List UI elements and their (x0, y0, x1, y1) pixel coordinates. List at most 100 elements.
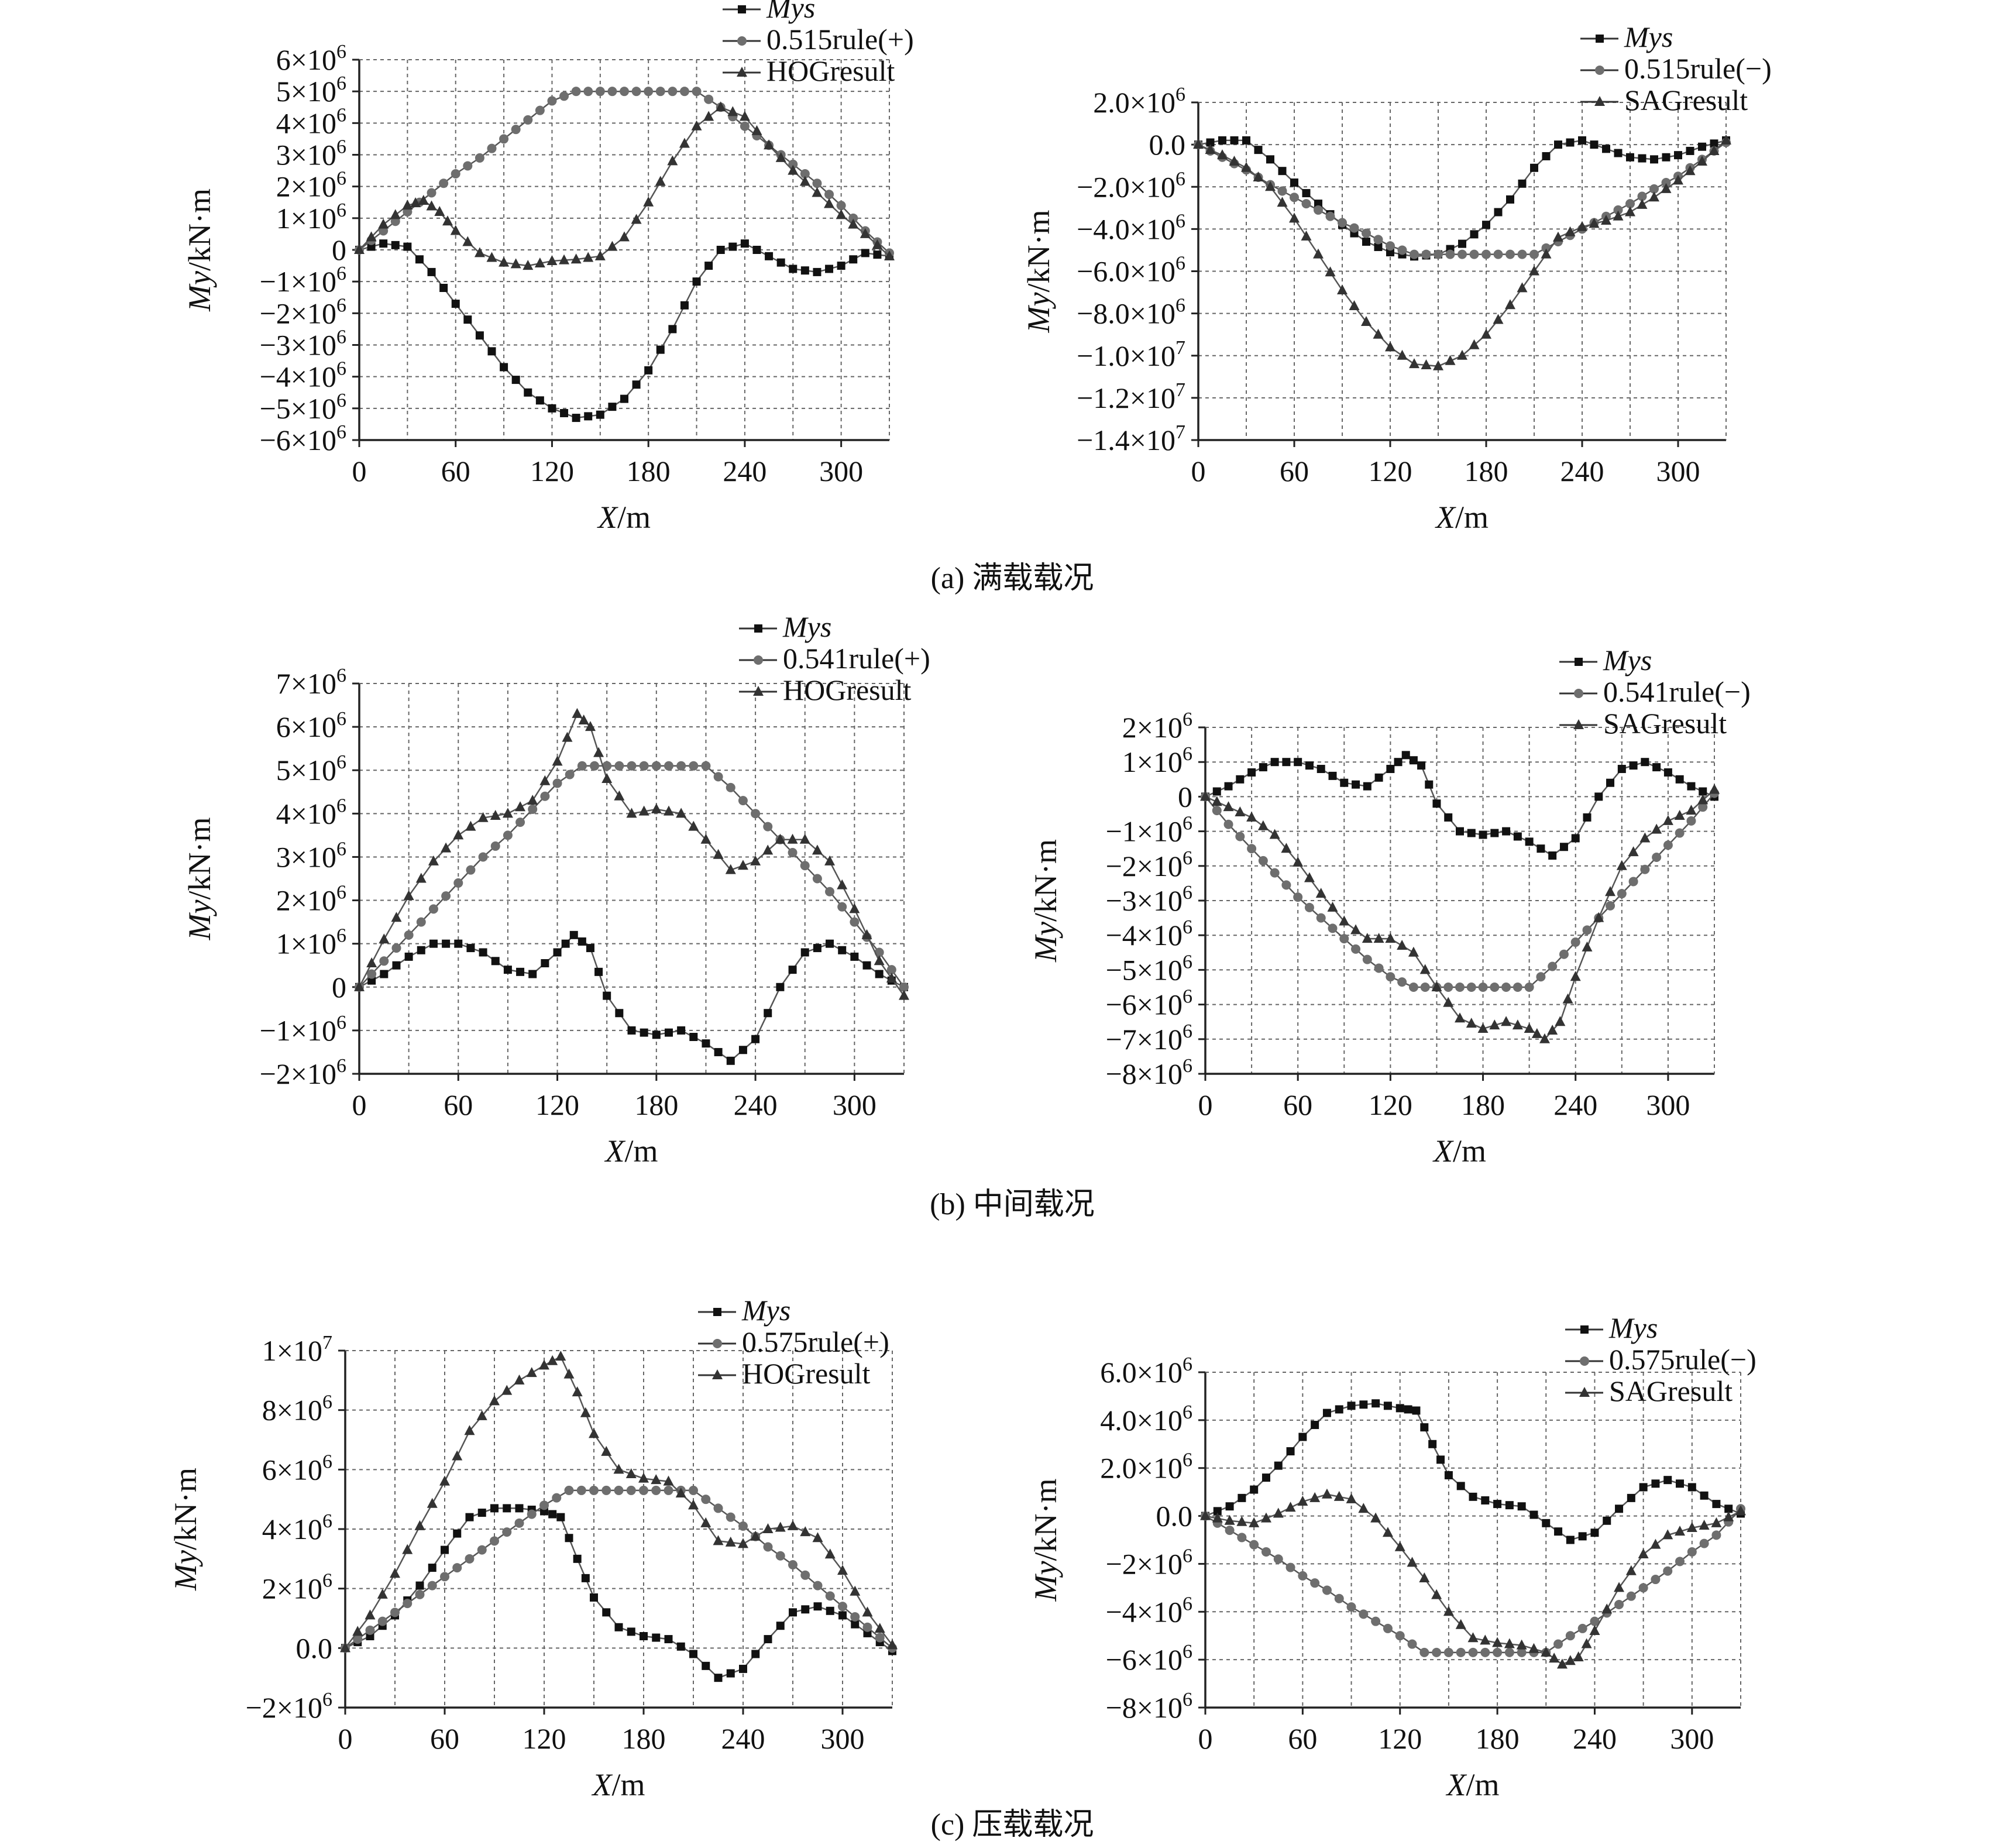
data-point (1455, 1012, 1465, 1023)
data-point (354, 981, 365, 991)
data-point (1505, 299, 1515, 310)
data-point (1639, 832, 1651, 843)
legend-label: SAGresult (1603, 707, 1727, 740)
data-point (726, 1512, 735, 1522)
data-point (539, 775, 551, 785)
data-point (1301, 199, 1311, 209)
x-axis-title: X/m (1435, 500, 1489, 535)
data-point (1615, 1504, 1624, 1513)
legend-marker (1580, 1356, 1589, 1366)
data-point (800, 1570, 810, 1580)
data-point (1310, 1578, 1320, 1588)
data-point (453, 878, 463, 888)
data-point (1443, 983, 1453, 992)
data-point (1250, 1485, 1259, 1494)
data-point (427, 1497, 438, 1508)
y-tick-label: −2.0×106 (1077, 168, 1185, 203)
x-tick-label: 240 (721, 1722, 765, 1755)
data-point (668, 325, 677, 334)
data-point (1456, 1647, 1466, 1657)
data-point (1494, 208, 1503, 217)
data-point (1489, 1019, 1500, 1030)
data-point (1408, 946, 1419, 957)
data-point (589, 1485, 599, 1495)
y-axis-title: My/kN·m (1028, 1479, 1063, 1602)
data-point (1443, 997, 1454, 1007)
data-point (514, 1518, 524, 1528)
x-tick-label: 180 (1476, 1722, 1520, 1755)
data-point (800, 861, 810, 871)
x-tick-label: 180 (627, 455, 671, 487)
chart-full-load-sagging: 0 60 120 180 240 300 2.0×106 0.0 −2.0×106 −4.0×10… (1021, 20, 1772, 535)
data-point (651, 803, 662, 813)
data-point (379, 239, 388, 248)
data-point (552, 755, 563, 766)
data-point (601, 773, 613, 784)
data-point (539, 1500, 549, 1510)
data-point (1553, 1639, 1563, 1649)
data-point (1313, 248, 1324, 259)
data-point (1663, 1476, 1672, 1485)
data-point (800, 169, 810, 178)
data-point (725, 1536, 736, 1547)
y-tick-label: −7×106 (1106, 1021, 1192, 1056)
data-point (752, 246, 761, 254)
data-point (515, 1504, 524, 1513)
data-point (664, 761, 673, 771)
series-triangle (354, 707, 909, 1000)
data-point (1290, 193, 1299, 202)
data-point (691, 120, 702, 130)
data-point (1613, 210, 1624, 221)
y-tick-label: −1.0×107 (1077, 337, 1185, 372)
data-point (1686, 805, 1697, 815)
series-square (355, 239, 893, 423)
data-point (1661, 178, 1671, 188)
x-tick-label: 0 (338, 1722, 353, 1755)
data-point (503, 1504, 511, 1513)
x-tick-label: 180 (622, 1722, 666, 1755)
data-point (787, 833, 798, 844)
data-point (713, 772, 723, 782)
data-point (378, 218, 389, 229)
data-point (464, 1425, 475, 1435)
y-tick-label: 2×106 (262, 1570, 332, 1605)
series-line (1205, 792, 1715, 988)
data-point (1249, 1540, 1259, 1550)
x-tick-label: 60 (1288, 1722, 1317, 1755)
data-point (442, 215, 453, 226)
data-point (1322, 1409, 1331, 1417)
data-point (776, 1622, 785, 1630)
data-point (452, 1563, 462, 1573)
series-circle (1201, 788, 1719, 992)
data-point (1290, 178, 1298, 187)
data-point (1386, 765, 1395, 774)
y-tick-label: −2×106 (1106, 847, 1192, 882)
data-point (427, 267, 436, 276)
data-point (528, 804, 538, 814)
data-point (1663, 840, 1673, 850)
data-point (644, 366, 653, 375)
data-point (1224, 1514, 1235, 1525)
data-point (1206, 138, 1215, 147)
data-point (1289, 212, 1300, 223)
x-tick-label: 120 (1369, 1088, 1412, 1121)
data-point (1253, 171, 1264, 182)
data-point (577, 761, 587, 771)
data-point (451, 169, 460, 178)
data-point (560, 408, 569, 417)
caption-c: (c) 压载载况 (931, 1808, 1094, 1842)
data-point (1589, 218, 1600, 228)
data-point (477, 812, 489, 822)
data-point (594, 967, 603, 976)
data-point (751, 809, 761, 819)
y-tick-label: −8×106 (1106, 1055, 1192, 1090)
series-line (359, 242, 890, 419)
data-point (391, 943, 401, 953)
data-point (1328, 923, 1338, 933)
data-point (620, 394, 628, 403)
y-tick-label: −4×106 (1106, 1593, 1192, 1628)
data-point (726, 1056, 735, 1065)
data-point (1261, 1547, 1271, 1557)
data-point (1724, 1504, 1733, 1513)
data-point (1477, 1023, 1489, 1033)
